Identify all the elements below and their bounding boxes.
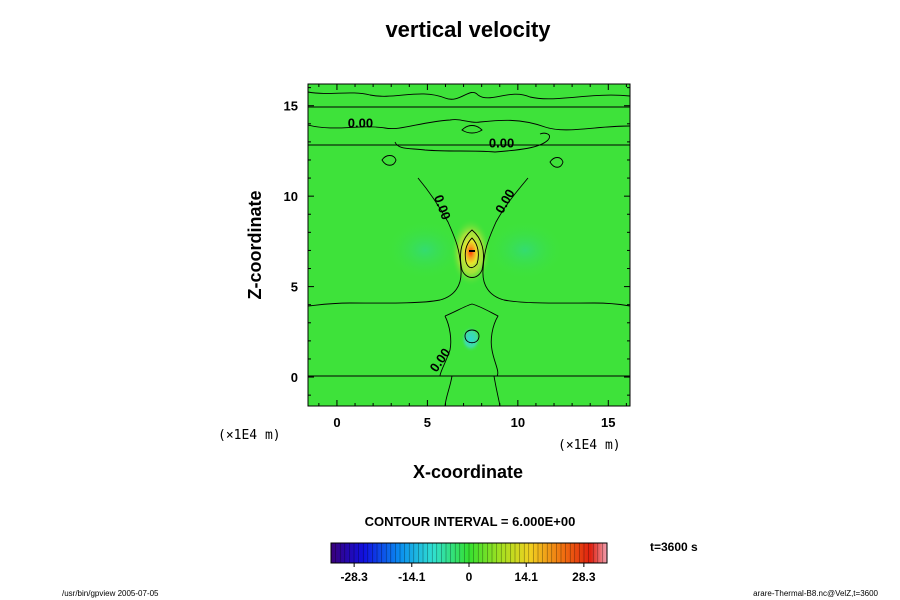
x-axis-unit: (×1E4 m): [558, 438, 621, 453]
updraft-max-marker: [469, 250, 475, 252]
colorbar-tick-label: 0: [466, 570, 473, 584]
x-tick-label: 10: [511, 415, 525, 430]
field-side-left: [385, 220, 465, 280]
y-tick-label: 10: [284, 189, 298, 204]
y-tick-label: 5: [291, 280, 298, 295]
colorbar-tick-label: -28.3: [340, 570, 368, 584]
contour-interval: CONTOUR INTERVAL = 6.000E+00: [365, 514, 576, 529]
y-axis-label: Z-coordinate: [245, 190, 265, 299]
colorbar-tick-label: 14.1: [515, 570, 539, 584]
plot-area: 0.000.000.00 0.000.00: [308, 84, 630, 406]
x-axis-ticks: 0 5 10 15: [318, 84, 627, 430]
chart-title: vertical velocity: [385, 17, 551, 42]
plot-frame: [307, 83, 631, 407]
y-axis-ticks: 0 5 10 15: [284, 87, 630, 396]
colorbar-stripes: [335, 543, 603, 563]
x-tick-label: 5: [424, 415, 431, 430]
colorbar-tick-label: -14.1: [398, 570, 426, 584]
field-side-right: [485, 220, 565, 280]
updraft-core: [461, 236, 480, 269]
colorbar-ticks: -28.3 -14.1 0 14.1 28.3: [340, 563, 596, 584]
y-tick-label: 0: [291, 370, 298, 385]
x-tick-label: 15: [601, 415, 615, 430]
colorbar: -28.3 -14.1 0 14.1 28.3: [330, 542, 608, 584]
y-axis-unit: (×1E4 m): [218, 428, 281, 443]
contour-label: 0.00: [489, 135, 514, 150]
footer-right: arare-Thermal-B8.nc@VelZ,t=3600: [753, 589, 878, 598]
y-tick-label: 15: [284, 99, 298, 114]
x-axis-label: X-coordinate: [413, 462, 523, 482]
colorbar-tick-label: 28.3: [572, 570, 596, 584]
contour-label: 0.00: [348, 115, 373, 130]
x-tick-label: 0: [333, 415, 340, 430]
contour-lines: [308, 91, 630, 406]
footer-left: /usr/bin/gpview 2005-07-05: [62, 589, 159, 598]
time-label: t=3600 s: [650, 540, 698, 554]
